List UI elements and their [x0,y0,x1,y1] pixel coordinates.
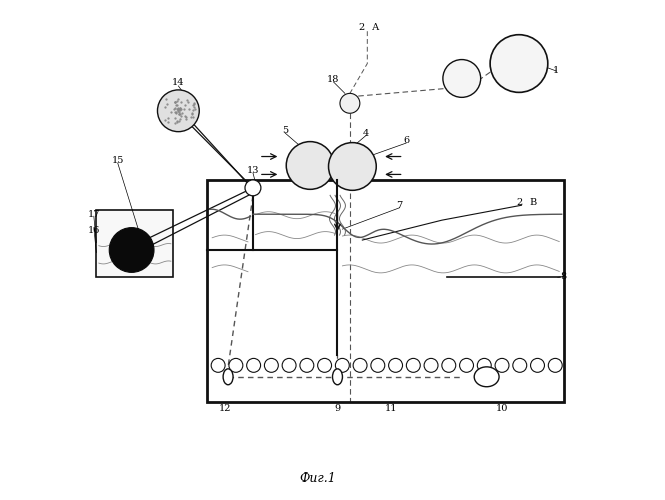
Circle shape [406,358,420,372]
Text: 12: 12 [218,404,231,412]
Text: 14: 14 [172,78,185,88]
Circle shape [245,180,261,196]
Circle shape [388,358,402,372]
Ellipse shape [474,367,499,386]
Circle shape [477,358,491,372]
Text: А: А [372,22,380,32]
Text: 7: 7 [396,200,403,210]
Text: 11: 11 [385,404,398,412]
Text: В: В [530,198,537,207]
Circle shape [549,358,562,372]
Text: 13: 13 [247,166,259,175]
Circle shape [495,358,509,372]
Circle shape [109,228,154,272]
Circle shape [460,358,473,372]
Bar [96,210,174,278]
Circle shape [490,34,548,92]
Circle shape [265,358,279,372]
Circle shape [531,358,545,372]
Text: 4: 4 [362,128,369,138]
Circle shape [443,60,481,98]
Circle shape [158,90,200,132]
Circle shape [424,358,438,372]
Text: 8: 8 [561,272,567,281]
Text: 5: 5 [282,126,289,135]
Circle shape [442,358,456,372]
Text: 16: 16 [88,226,100,234]
Circle shape [371,358,385,372]
Text: 2: 2 [516,198,523,207]
Text: 3: 3 [466,66,472,74]
Circle shape [353,358,367,372]
Circle shape [300,358,314,372]
Text: 18: 18 [327,75,340,84]
Text: 1: 1 [553,66,559,74]
Circle shape [211,358,225,372]
Circle shape [340,94,360,114]
Text: 9: 9 [334,404,340,412]
Text: 2: 2 [358,22,365,32]
Circle shape [247,358,261,372]
Circle shape [335,358,349,372]
Ellipse shape [223,369,233,384]
Circle shape [318,358,332,372]
Circle shape [282,358,296,372]
Text: 10: 10 [495,404,508,412]
Circle shape [229,358,243,372]
Text: 6: 6 [403,136,409,145]
Text: Фиг.1: Фиг.1 [299,472,336,485]
Text: 17: 17 [88,210,100,218]
Text: 15: 15 [112,156,124,165]
Bar [207,180,564,402]
Circle shape [329,142,376,190]
Circle shape [286,142,334,190]
Circle shape [513,358,527,372]
Ellipse shape [332,369,342,384]
